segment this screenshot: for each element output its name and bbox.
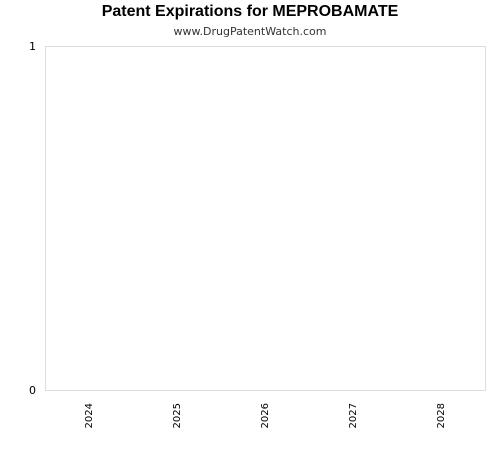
y-tick-label: 0 <box>29 384 36 397</box>
x-tick-label: 2024 <box>84 403 95 428</box>
x-axis: 2024 2025 2026 2027 2028 <box>84 403 447 428</box>
x-tick-label: 2027 <box>348 403 359 428</box>
x-tick-label: 2025 <box>172 403 183 428</box>
plot-frame <box>45 46 486 391</box>
y-axis: 01 <box>29 40 36 397</box>
x-tick-label: 2028 <box>436 403 447 428</box>
y-tick-label: 1 <box>29 40 36 53</box>
chart-title: Patent Expirations for MEPROBAMATE <box>101 3 399 20</box>
chart-subtitle: www.DrugPatentWatch.com <box>173 25 327 38</box>
plot-area <box>45 46 486 391</box>
x-tick-label: 2026 <box>260 403 271 428</box>
